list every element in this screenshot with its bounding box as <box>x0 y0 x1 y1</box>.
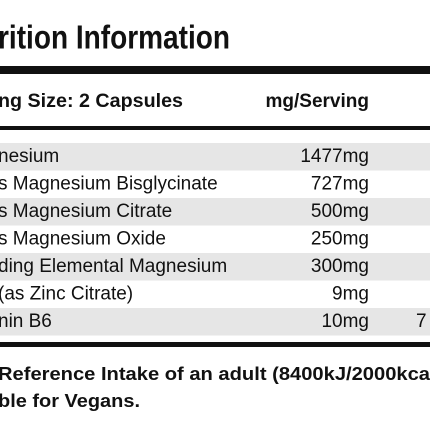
row-background <box>0 253 430 281</box>
footer-text: Reference Intake of an adult (8400kJ/200… <box>0 364 430 384</box>
nutrient-name: (as Zinc Citrate) <box>0 283 133 304</box>
nutrient-name: nin B6 <box>0 311 52 332</box>
table-rule <box>0 342 430 347</box>
title: rition Information <box>0 19 230 56</box>
nutrient-name: s Magnesium Bisglycinate <box>0 173 218 194</box>
nutrient-name: nesium <box>0 146 59 167</box>
footer-text: ble for Vegans. <box>0 391 140 411</box>
nutrient-name: s Magnesium Citrate <box>0 201 172 222</box>
amount: 1477mg <box>300 146 369 167</box>
row-background <box>0 308 430 336</box>
rows: nesium 1477mg s Magnesium Bisglycinate 727m… <box>0 143 430 336</box>
reference-value: 7 <box>416 311 427 332</box>
nutrient-name: ding Elemental Magnesium <box>0 256 227 277</box>
amount: 727mg <box>311 173 369 194</box>
amount: 500mg <box>311 201 369 222</box>
header-rule <box>0 126 430 130</box>
row-background <box>0 143 430 171</box>
amount: 9mg <box>332 283 369 304</box>
amount: 300mg <box>311 256 369 277</box>
amount: 250mg <box>311 228 369 249</box>
amount: 10mg <box>321 311 369 332</box>
column-header: mg/Serving <box>266 91 369 112</box>
nutrient-name: s Magnesium Oxide <box>0 228 166 249</box>
row-background <box>0 198 430 226</box>
column-header: ng Size: 2 Capsules <box>0 91 183 112</box>
title-rule <box>0 66 430 74</box>
